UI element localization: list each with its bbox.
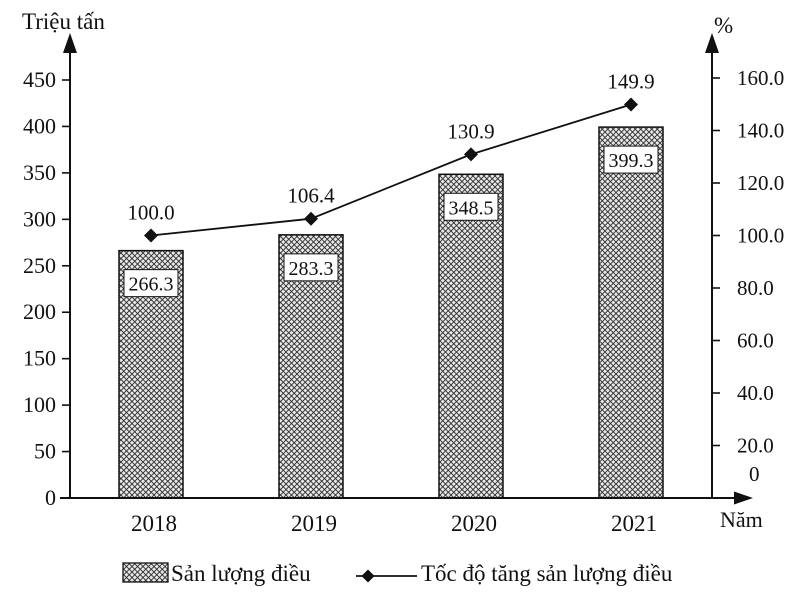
line-marker-diamond <box>304 211 318 226</box>
bar-value-label: 348.5 <box>449 197 494 219</box>
left-axis-tick-label: 150 <box>23 346 56 371</box>
growth-line <box>150 103 632 237</box>
bar-value-label: 266.3 <box>129 274 174 296</box>
left-axis-tick-label: 250 <box>23 253 56 278</box>
right-axis-tick-label: 140.0 <box>737 119 784 143</box>
line-value-label: 100.0 <box>127 201 174 225</box>
right-axis-title: % <box>714 13 734 38</box>
left-axis-tick-label: 400 <box>23 113 56 138</box>
right-axis-tick-label: 0 <box>749 462 760 486</box>
line-marker-diamond <box>464 147 478 162</box>
x-axis-category-label: 2020 <box>451 511 497 536</box>
left-axis-title: Triệu tấn <box>22 9 105 34</box>
x-axis-category-label: 2019 <box>291 511 337 536</box>
legend-bar-series-label: Sản lượng điều <box>171 561 311 586</box>
bar-2021 <box>598 126 664 499</box>
right-axis-tick-label: 160.0 <box>737 66 784 90</box>
bar-value-box <box>603 145 659 174</box>
line-marker-diamond <box>144 228 158 243</box>
right-axis-tick-label: 40.0 <box>737 381 774 405</box>
bar-value-box <box>123 269 179 298</box>
left-axis-tick-label: 100 <box>23 392 56 417</box>
right-axis-tick-label: 20.0 <box>737 434 774 458</box>
legend-line-series-label: Tốc độ tăng sản lượng điều <box>421 561 673 586</box>
right-axis-tick-label: 80.0 <box>737 276 774 300</box>
bar-value-box <box>283 253 339 282</box>
x-axis-category-label: 2021 <box>611 511 657 536</box>
bar-2020 <box>438 173 504 499</box>
left-axis-tick-label: 50 <box>34 439 56 464</box>
x-axis-title: Năm <box>720 507 763 532</box>
legend-diamond-marker <box>361 569 375 583</box>
right-axis-tick-label: 100.0 <box>737 224 784 248</box>
bar-value-label: 283.3 <box>289 258 334 280</box>
right-axis-tick-label: 120.0 <box>737 171 784 195</box>
left-axis-tick-label: 450 <box>23 67 56 92</box>
left-axis-tick-label: 300 <box>23 206 56 231</box>
right-axis-arrow <box>705 33 719 53</box>
right-axis-tick-label: 60.0 <box>737 329 774 353</box>
left-axis-tick-label: 0 <box>45 485 56 510</box>
line-marker-diamond <box>624 97 638 112</box>
x-axis-arrow <box>734 491 753 505</box>
legend-bar-swatch <box>122 562 169 583</box>
left-axis-arrow <box>63 33 77 53</box>
bar-value-box <box>443 192 499 221</box>
line-value-label: 149.9 <box>607 70 654 94</box>
left-axis-tick-label: 200 <box>23 299 56 324</box>
line-value-label: 130.9 <box>447 119 494 143</box>
bar-value-label: 399.3 <box>609 150 654 172</box>
line-value-label: 106.4 <box>287 184 335 208</box>
x-axis-category-label: 2018 <box>131 511 177 536</box>
left-axis-tick-label: 350 <box>23 160 56 185</box>
